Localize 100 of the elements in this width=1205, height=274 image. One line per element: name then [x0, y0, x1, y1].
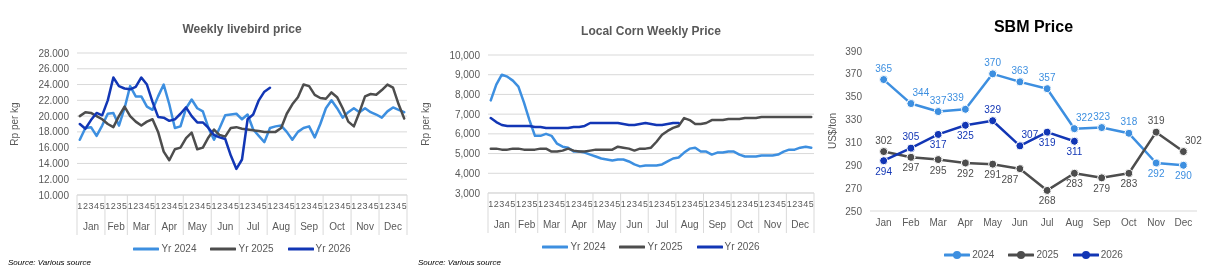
- x-tick-label: Dec: [1174, 217, 1193, 229]
- data-label: 294: [875, 165, 893, 177]
- data-label: 344: [912, 86, 930, 98]
- y-tick-label: 8,000: [454, 88, 481, 100]
- x-tick-label: 3: [362, 201, 368, 212]
- x-tick-label: 3: [659, 199, 665, 210]
- x-tick-label: 2: [328, 201, 334, 212]
- x-tick-label: 1: [295, 201, 301, 212]
- line-series: [489, 115, 813, 153]
- x-tick-label: 5: [642, 199, 648, 210]
- y-tick-label: 10.000: [38, 189, 70, 201]
- x-tick-label: 4: [200, 201, 206, 212]
- x-tick-label: 2: [273, 201, 279, 212]
- point: [1015, 77, 1025, 87]
- x-tick-label: 4: [340, 201, 346, 212]
- x-tick-label: 5: [615, 199, 621, 210]
- y-tick-label: 350: [845, 91, 863, 103]
- y-tick-label: 290: [845, 159, 863, 171]
- y-axis-title: Rp per kg: [8, 102, 20, 146]
- x-tick-label: 2: [493, 199, 499, 210]
- line-series: [489, 73, 813, 168]
- x-tick-label: 2: [133, 201, 139, 212]
- data-label: 292: [1147, 168, 1165, 179]
- x-tick-label: 5: [401, 201, 407, 212]
- x-tick-label: 1: [488, 199, 494, 210]
- x-tick-label: 2: [654, 199, 660, 210]
- x-tick-label: 3: [797, 199, 803, 210]
- x-tick-label: 5: [808, 199, 814, 210]
- legend-label: 2025: [1036, 249, 1059, 260]
- data-label: 363: [1011, 64, 1029, 76]
- x-tick-label: 1: [239, 201, 245, 212]
- x-tick-label: 1: [786, 199, 792, 210]
- x-tick-label: 2: [571, 199, 577, 210]
- x-tick-label: 4: [284, 201, 290, 212]
- x-tick-label: Sep: [1092, 217, 1111, 229]
- x-tick-label: 1: [703, 199, 709, 210]
- x-tick-label: 1: [183, 201, 189, 212]
- legend-label: Yr 2026: [315, 243, 351, 254]
- data-label: 319: [1147, 115, 1165, 127]
- x-tick-label: 3: [166, 201, 172, 212]
- x-tick-label: 3: [306, 201, 312, 212]
- data-label: 287: [1001, 173, 1019, 185]
- x-tick-label: 2: [709, 199, 715, 210]
- data-label: 283: [1066, 178, 1084, 190]
- x-tick-label: 4: [637, 199, 643, 210]
- point: [906, 99, 916, 109]
- legend-label: Yr 2026: [724, 241, 760, 252]
- x-tick-label: 5: [670, 199, 676, 210]
- x-tick-label: 3: [278, 201, 284, 212]
- y-tick-label: 390: [845, 45, 863, 57]
- data-label: 365: [875, 62, 893, 74]
- line-series: [489, 116, 680, 130]
- x-tick-label: 3: [631, 199, 637, 210]
- x-tick-label: 4: [94, 201, 100, 212]
- y-tick-label: 270: [845, 182, 863, 194]
- x-tick-label: 1: [648, 199, 654, 210]
- y-tick-label: 26.000: [38, 63, 70, 75]
- x-tick-label: 2: [681, 199, 687, 210]
- point: [879, 147, 889, 157]
- y-tick-label: 310: [845, 136, 863, 148]
- data-label: 318: [1120, 116, 1138, 128]
- x-tick-label: 2: [245, 201, 251, 212]
- point: [1069, 168, 1079, 178]
- x-tick-label: 5: [753, 199, 759, 210]
- x-tick-label: 2: [161, 201, 167, 212]
- x-tick-label: 1: [676, 199, 682, 210]
- x-tick-label: 1: [593, 199, 599, 210]
- x-tick-label: 3: [250, 201, 256, 212]
- x-tick-label: 2: [543, 199, 549, 210]
- x-tick-label: 5: [587, 199, 593, 210]
- x-tick-label: 4: [747, 199, 753, 210]
- y-tick-label: 3,000: [454, 187, 481, 199]
- x-tick-label: Mar: [929, 217, 948, 229]
- x-tick-label: 3: [549, 199, 555, 210]
- x-tick-label: May: [983, 217, 1003, 229]
- point: [1042, 84, 1052, 94]
- x-tick-label: 4: [312, 201, 318, 212]
- data-label: 283: [1120, 178, 1138, 190]
- y-tick-label: 16.000: [38, 142, 70, 154]
- y-tick-label: 6,000: [454, 128, 481, 140]
- data-label: 291: [984, 169, 1002, 181]
- x-tick-label: 1: [379, 201, 385, 212]
- x-tick-label: Apr: [957, 217, 974, 229]
- x-tick-label: 4: [692, 199, 698, 210]
- x-tick-label: 4: [554, 199, 560, 210]
- point: [933, 155, 943, 165]
- x-tick-label: 2: [736, 199, 742, 210]
- y-tick-label: 4,000: [454, 167, 481, 179]
- x-tick-label: 5: [698, 199, 704, 210]
- x-tick-label: 3: [334, 201, 340, 212]
- x-tick-label: 1: [620, 199, 626, 210]
- x-tick-label: 5: [345, 201, 351, 212]
- x-tick-label: Aug: [1065, 217, 1084, 229]
- data-label: 357: [1038, 71, 1056, 83]
- x-tick-label: Jun: [1011, 217, 1028, 229]
- legend-label: Yr 2024: [570, 241, 606, 252]
- x-tick-label: 4: [720, 199, 726, 210]
- data-label: 292: [957, 168, 975, 179]
- point: [1151, 127, 1161, 137]
- x-tick-label: Oct: [1121, 217, 1137, 229]
